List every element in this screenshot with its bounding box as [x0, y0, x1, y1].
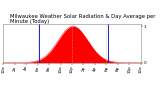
Text: Milwaukee Weather Solar Radiation & Day Average per Minute (Today): Milwaukee Weather Solar Radiation & Day …	[10, 14, 156, 24]
